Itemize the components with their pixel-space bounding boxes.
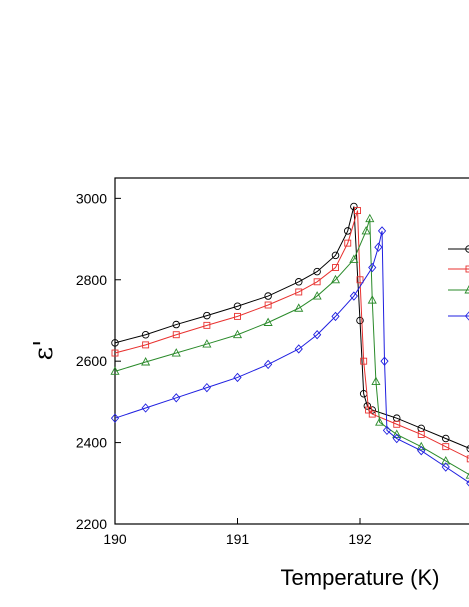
data-point [368, 410, 376, 418]
data-point [360, 357, 368, 365]
data-point [392, 429, 402, 438]
data-point [172, 331, 180, 339]
data-point [172, 393, 181, 403]
data-point [365, 406, 373, 414]
data-point [466, 455, 469, 463]
data-point [264, 301, 272, 309]
data-point [441, 462, 450, 472]
data-point [393, 420, 401, 428]
data-point [295, 288, 303, 296]
series-line [114, 210, 469, 459]
data-point [330, 274, 341, 284]
data-point [354, 207, 361, 215]
y-axis-label: ε' [29, 340, 59, 361]
data-point [442, 443, 450, 451]
data-point [312, 291, 322, 300]
data-point [441, 455, 451, 465]
data-point [374, 242, 383, 252]
data-point [142, 341, 150, 349]
data-point [111, 349, 119, 357]
data-point [264, 292, 272, 300]
data-point [349, 254, 359, 263]
data-point [361, 225, 371, 235]
data-point [349, 291, 358, 301]
series-line [114, 230, 469, 484]
x-tick-label: 190 [103, 531, 127, 547]
series-line [114, 206, 469, 449]
data-point [263, 317, 273, 326]
y-tick-label: 2200 [76, 516, 107, 532]
y-tick-label: 2600 [76, 353, 107, 369]
data-point [331, 311, 340, 322]
data-point [110, 413, 120, 423]
x-tick-label: 192 [348, 531, 372, 547]
y-tick-label: 2400 [76, 435, 107, 451]
data-point [313, 330, 322, 340]
data-point [141, 330, 150, 339]
data-point [417, 446, 426, 456]
data-point [466, 445, 469, 453]
data-point [375, 417, 385, 426]
data-point [202, 382, 211, 393]
data-point [172, 320, 180, 329]
y-tick-label: 2800 [76, 272, 107, 288]
y-tick-label: 3000 [76, 190, 107, 206]
data-point [371, 376, 381, 385]
data-point [380, 356, 389, 366]
data-point [294, 303, 304, 312]
data-point [264, 359, 273, 370]
data-point [110, 366, 120, 375]
data-point [203, 311, 211, 320]
data-point [313, 278, 321, 286]
data-point [350, 202, 358, 211]
data-point [313, 267, 321, 276]
data-point [141, 357, 151, 366]
data-point [294, 344, 303, 354]
data-point [171, 348, 181, 357]
series-line [114, 218, 469, 476]
plot-frame [114, 177, 469, 525]
legend-marker [465, 245, 469, 253]
data-point [466, 480, 469, 487]
x-tick-label: 191 [226, 531, 250, 547]
data-point [392, 433, 401, 444]
legend-marker [464, 285, 469, 294]
data-point [377, 226, 387, 236]
data-point [111, 339, 119, 347]
data-point [417, 430, 425, 438]
x-axis-label: Temperature (K) [281, 565, 440, 590]
legend-marker [465, 265, 469, 273]
data-point [382, 425, 392, 436]
data-point [367, 295, 377, 304]
data-point [368, 262, 377, 273]
data-point [234, 312, 241, 320]
legend-marker [464, 311, 469, 321]
data-point [202, 339, 212, 348]
data-point [331, 251, 340, 260]
data-point [356, 316, 364, 325]
data-point [233, 302, 242, 310]
data-point [141, 403, 150, 413]
data-point [442, 434, 450, 443]
data-point [332, 264, 339, 272]
data-point [465, 472, 469, 479]
data-point [356, 276, 364, 284]
data-point [416, 441, 426, 451]
data-point [233, 372, 242, 383]
data-point [365, 213, 375, 223]
data-point [232, 329, 243, 339]
data-point [295, 278, 303, 286]
data-point [344, 239, 352, 247]
data-point [203, 321, 211, 329]
